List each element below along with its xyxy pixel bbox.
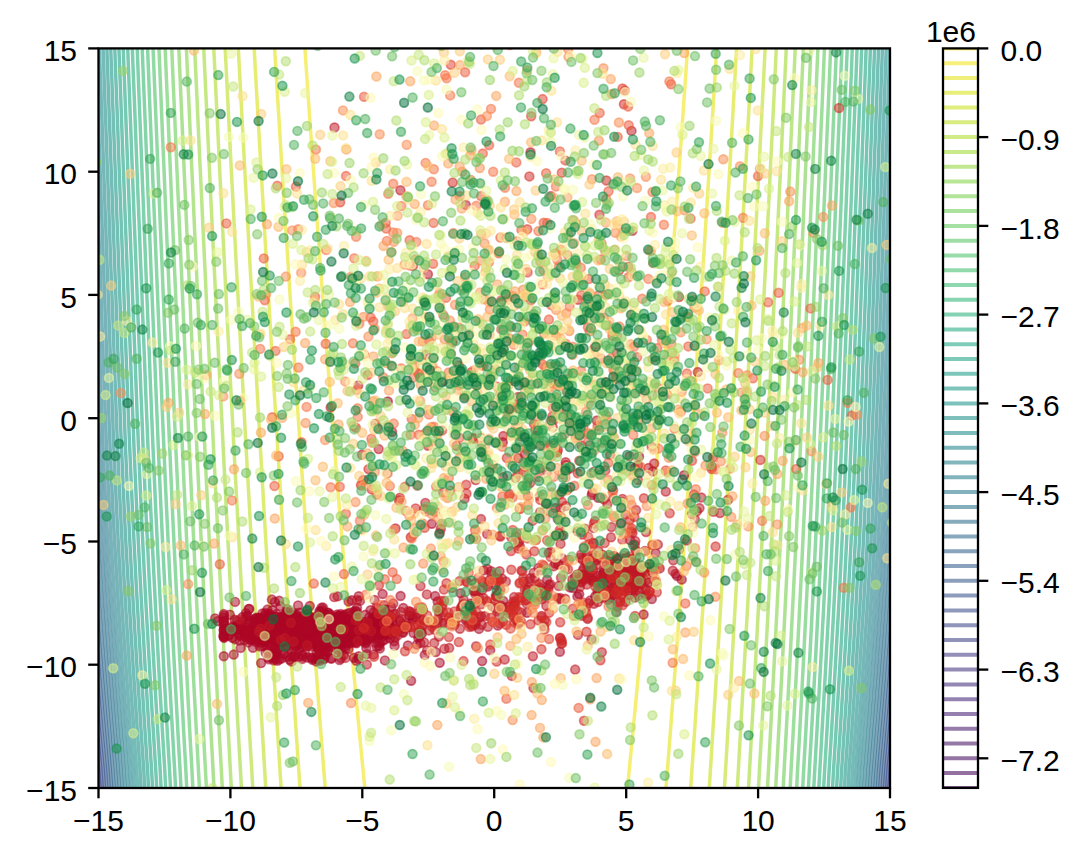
svg-text:−6.3: −6.3: [1001, 655, 1060, 688]
svg-text:−1.8: −1.8: [1001, 212, 1060, 245]
svg-text:−10: −10: [26, 650, 77, 683]
svg-text:15: 15: [44, 34, 77, 67]
svg-text:−0.9: −0.9: [1001, 123, 1060, 156]
svg-text:−2.7: −2.7: [1001, 300, 1060, 333]
svg-text:−5: −5: [345, 804, 379, 837]
svg-text:−3.6: −3.6: [1001, 389, 1060, 422]
svg-text:5: 5: [618, 804, 635, 837]
svg-text:0.0: 0.0: [1001, 34, 1043, 67]
svg-text:−5.4: −5.4: [1001, 566, 1060, 599]
svg-text:−5: −5: [43, 527, 77, 560]
svg-text:10: 10: [741, 804, 774, 837]
svg-text:−15: −15: [26, 774, 77, 807]
svg-text:0: 0: [486, 804, 503, 837]
svg-text:−4.5: −4.5: [1001, 478, 1060, 511]
svg-text:15: 15: [873, 804, 906, 837]
svg-text:−15: −15: [73, 804, 124, 837]
svg-text:5: 5: [60, 281, 77, 314]
svg-text:−7.2: −7.2: [1001, 744, 1060, 777]
svg-text:1e6: 1e6: [926, 15, 976, 48]
svg-text:10: 10: [44, 157, 77, 190]
svg-text:0: 0: [60, 404, 77, 437]
svg-text:−10: −10: [205, 804, 256, 837]
